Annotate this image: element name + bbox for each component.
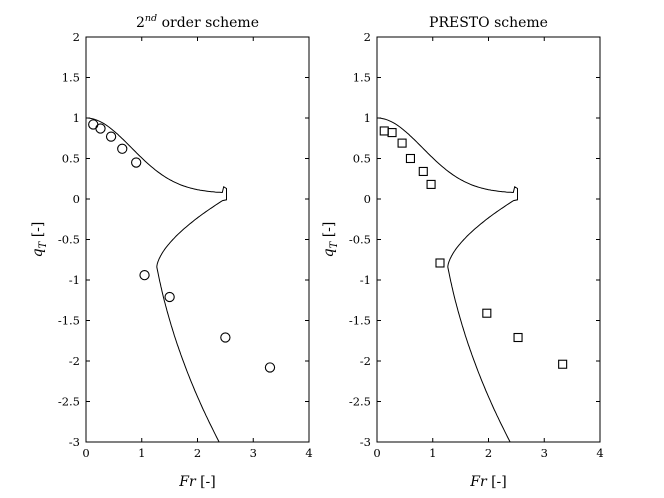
data-point-circle bbox=[131, 157, 142, 168]
y-axis-label: qT [-] bbox=[321, 222, 340, 258]
y-tick-label: -1.5 bbox=[349, 314, 371, 328]
data-point-square bbox=[418, 166, 428, 177]
data-point-square bbox=[513, 332, 523, 343]
x-tick-label: 4 bbox=[305, 446, 312, 460]
x-axis-label: Fr [-] bbox=[469, 474, 507, 490]
y-tick-label: 1.5 bbox=[62, 71, 80, 85]
data-point-circle bbox=[164, 291, 175, 303]
y-tick-label: 2 bbox=[364, 30, 371, 44]
y-tick-label: -3 bbox=[69, 435, 80, 449]
axes-frame bbox=[85, 36, 310, 443]
y-tick-label: 0.5 bbox=[62, 152, 80, 166]
y-tick-label: -1.5 bbox=[58, 314, 80, 328]
x-tick-label: 1 bbox=[429, 446, 436, 460]
y-tick-label: 0 bbox=[73, 192, 80, 206]
data-point-circle bbox=[264, 362, 276, 373]
chart-title: PRESTO scheme bbox=[429, 15, 548, 31]
data-point-square bbox=[387, 128, 397, 138]
x-tick-label: 0 bbox=[82, 446, 89, 460]
data-point-circle bbox=[139, 269, 150, 281]
panel-2: 0 1 2 3 4 2 1.5 1 0.5 0 -0.5 -1 -1.5 -2 -2.5 -3 PRESTO s… bbox=[321, 15, 604, 490]
data-point-circle bbox=[220, 332, 231, 343]
data-point-square bbox=[379, 126, 389, 136]
y-tick-label: -2 bbox=[360, 354, 371, 368]
y-tick-label: 1.5 bbox=[353, 71, 371, 85]
data-point-circle bbox=[117, 143, 128, 154]
x-tick-label: 0 bbox=[373, 446, 380, 460]
y-tick-label: -0.5 bbox=[349, 233, 371, 247]
panel-1: 0 1 2 3 4 2 1.5 1 0.5 0 -0.5 -1 -1.5 -2 -2.5 -3 2nd orde… bbox=[30, 13, 313, 490]
y-tick-label: 1 bbox=[364, 111, 371, 125]
y-tick-label: -3 bbox=[360, 435, 371, 449]
x-axis-label: Fr [-] bbox=[178, 474, 216, 490]
data-point-square bbox=[405, 153, 416, 164]
x-tick-label: 2 bbox=[485, 446, 492, 460]
y-tick-label: 2 bbox=[73, 30, 80, 44]
y-tick-label: 0 bbox=[364, 192, 371, 206]
data-point-square bbox=[426, 179, 436, 189]
data-point-square bbox=[558, 359, 568, 369]
y-tick-label: -2.5 bbox=[349, 395, 371, 409]
y-tick-label: -1 bbox=[69, 273, 80, 287]
x-tick-label: 1 bbox=[138, 446, 145, 460]
x-tick-label: 3 bbox=[250, 446, 257, 460]
data-point-square bbox=[482, 308, 492, 318]
x-tick-label: 2 bbox=[194, 446, 201, 460]
y-tick-label: 1 bbox=[73, 111, 80, 125]
data-point-circle bbox=[105, 131, 117, 142]
y-tick-label: -0.5 bbox=[58, 233, 80, 247]
x-tick-label: 3 bbox=[541, 446, 548, 460]
y-axis-label: qT [-] bbox=[30, 222, 49, 258]
y-tick-label: -1 bbox=[360, 273, 371, 287]
data-point-square bbox=[397, 138, 407, 148]
y-tick-label: 0.5 bbox=[353, 152, 371, 166]
y-tick-label: -2.5 bbox=[58, 395, 80, 409]
data-point-circle bbox=[95, 123, 106, 134]
data-point-square bbox=[435, 258, 445, 268]
theory-curve bbox=[86, 117, 227, 442]
axes-frame bbox=[376, 36, 601, 443]
y-tick-label: -2 bbox=[69, 354, 80, 368]
x-tick-label: 4 bbox=[596, 446, 603, 460]
chart-title: 2nd order scheme bbox=[136, 13, 259, 31]
theory-curve bbox=[377, 117, 518, 442]
